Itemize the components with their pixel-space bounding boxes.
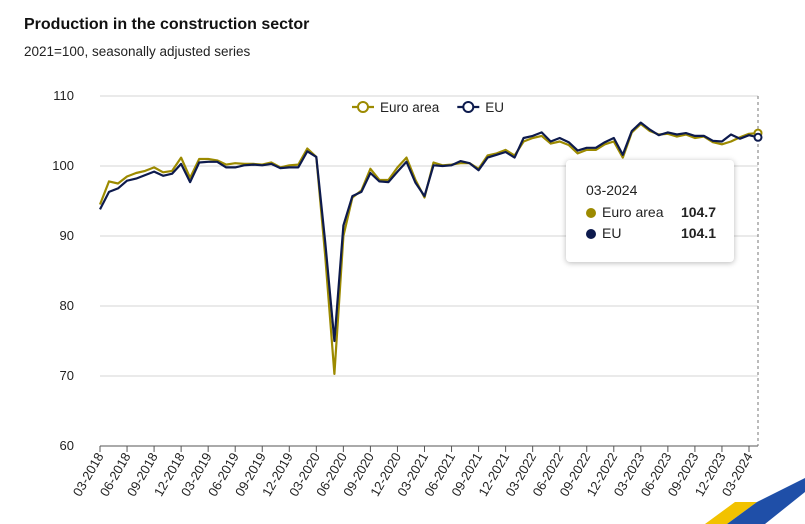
tooltip-value-euro-area: 104.7 (680, 204, 716, 220)
tooltip-dot-euro-area (586, 208, 596, 218)
legend-label[interactable]: Euro area (380, 100, 440, 115)
tooltip-label-euro-area: Euro area (602, 204, 664, 220)
chart-tooltip: 03-2024 Euro area 104.7 EU 104.1 (566, 160, 734, 262)
legend-marker (357, 101, 369, 113)
eurostat-logo-corner (705, 478, 805, 524)
chart-subtitle: 2021=100, seasonally adjusted series (24, 44, 251, 59)
legend-label[interactable]: EU (485, 100, 504, 115)
tooltip-date: 03-2024 (586, 182, 638, 198)
tooltip-value-eu: 104.1 (680, 225, 716, 241)
y-tick-label: 110 (53, 88, 74, 103)
tooltip-row-eu: EU 104.1 (586, 225, 716, 241)
tooltip-dot-eu (586, 229, 596, 239)
series-end-marker (753, 132, 763, 142)
chart-title: Production in the construction sector (24, 16, 310, 33)
y-tick-label: 60 (60, 438, 74, 453)
y-tick-label: 70 (60, 368, 74, 383)
y-tick-label: 80 (60, 298, 74, 313)
tooltip-row-euro-area: Euro area 104.7 (586, 204, 716, 220)
legend-marker (462, 101, 475, 113)
series-line-eu (99, 121, 759, 343)
y-tick-label: 100 (52, 158, 74, 173)
tooltip-label-eu: EU (602, 225, 622, 241)
y-tick-label: 90 (60, 228, 74, 243)
